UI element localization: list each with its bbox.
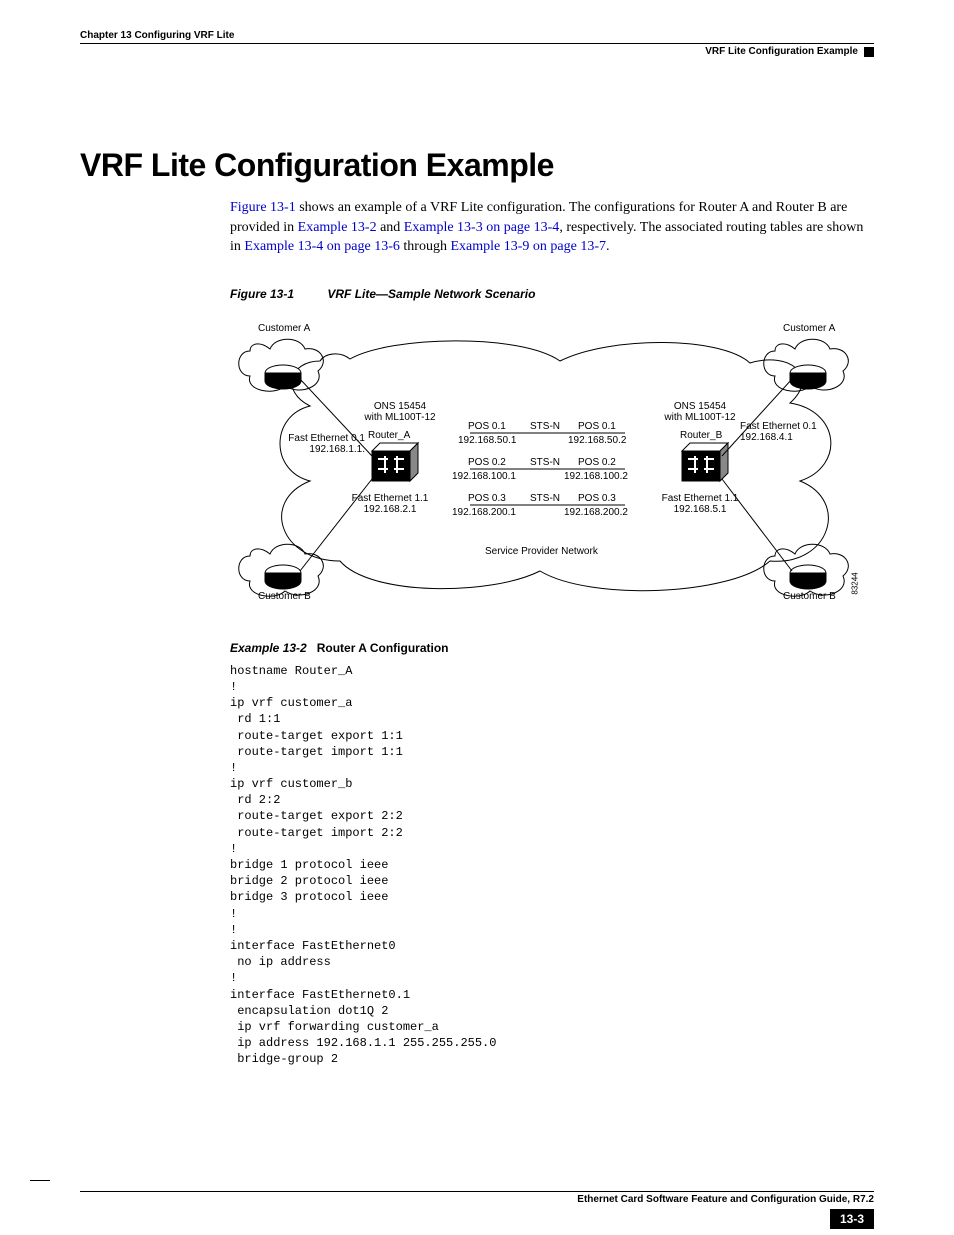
label-fe01-left-1: Fast Ethernet 0.1 (225, 433, 365, 444)
label-pos03-r: POS 0.3 (578, 493, 616, 504)
label-fe11-right-1: Fast Ethernet 1.1 (650, 493, 750, 504)
label-router-a: Router_A (368, 430, 410, 441)
label-ip02-r: 192.168.100.2 (564, 471, 628, 482)
label-pos02-r: POS 0.2 (578, 457, 616, 468)
label-fe11-left-1: Fast Ethernet 1.1 (340, 493, 440, 504)
code-block: hostname Router_A ! ip vrf customer_a rd… (230, 663, 874, 1068)
label-ip02-l: 192.168.100.1 (452, 471, 516, 482)
link-figure-13-1[interactable]: Figure 13-1 (230, 200, 296, 215)
label-figid: 83244 (851, 572, 860, 594)
label-stsn1: STS-N (530, 421, 560, 432)
footer: Ethernet Card Software Feature and Confi… (80, 1191, 874, 1205)
label-ons-right-1: ONS 15454 (655, 401, 745, 412)
label-ons-left-2: with ML100T-12 (355, 412, 445, 423)
label-fe11-right-2: 192.168.5.1 (650, 504, 750, 515)
intro-paragraph: Figure 13-1 shows an example of a VRF Li… (230, 198, 874, 257)
link-example-13-9[interactable]: Example 13-9 on page 13-7 (450, 239, 606, 254)
header-section: VRF Lite Configuration Example (705, 46, 858, 57)
intro-t2: and (377, 220, 404, 235)
label-stsn3: STS-N (530, 493, 560, 504)
label-customer-b-left: Customer B (258, 591, 311, 602)
label-pos01-l: POS 0.1 (468, 421, 506, 432)
side-tick-icon (30, 1180, 50, 1181)
intro-t4: through (400, 239, 451, 254)
label-fe01-left-2: 192.168.1.1. (225, 444, 365, 455)
page-title: VRF Lite Configuration Example (80, 147, 874, 184)
label-stsn2: STS-N (530, 457, 560, 468)
label-fe01-right-2: 192.168.4.1 (740, 432, 860, 443)
header-marker-icon (864, 47, 874, 57)
link-example-13-2[interactable]: Example 13-2 (298, 220, 377, 235)
intro-t5: . (606, 239, 610, 254)
label-customer-a-right: Customer A (783, 323, 835, 334)
label-fe11-left-2: 192.168.2.1 (340, 504, 440, 515)
link-example-13-4[interactable]: Example 13-4 on page 13-6 (244, 239, 400, 254)
example-number: Example 13-2 (230, 641, 307, 655)
figure-title: VRF Lite—Sample Network Scenario (327, 287, 535, 301)
header-rule: VRF Lite Configuration Example (80, 43, 874, 57)
header-chapter: Chapter 13 Configuring VRF Lite (80, 30, 874, 41)
example-title: Router A Configuration (317, 641, 449, 655)
example-caption: Example 13-2 Router A Configuration (230, 641, 874, 655)
label-customer-a-left: Customer A (258, 323, 310, 334)
figure-number: Figure 13-1 (230, 287, 294, 301)
page-number-badge: 13-3 (830, 1209, 874, 1229)
label-pos03-l: POS 0.3 (468, 493, 506, 504)
label-ip01-r: 192.168.50.2 (568, 435, 626, 446)
label-spn: Service Provider Network (485, 546, 598, 557)
label-ip01-l: 192.168.50.1 (458, 435, 516, 446)
label-router-b: Router_B (680, 430, 722, 441)
label-customer-b-right: Customer B (783, 591, 836, 602)
network-diagram: Customer A Customer A Customer B Custome… (230, 321, 870, 611)
label-pos02-l: POS 0.2 (468, 457, 506, 468)
label-pos01-r: POS 0.1 (578, 421, 616, 432)
label-fe01-right-1: Fast Ethernet 0.1 (740, 421, 860, 432)
figure-caption: Figure 13-1 VRF Lite—Sample Network Scen… (230, 287, 874, 301)
footer-guide: Ethernet Card Software Feature and Confi… (577, 1194, 874, 1205)
label-ip03-r: 192.168.200.2 (564, 507, 628, 518)
link-example-13-3[interactable]: Example 13-3 on page 13-4 (404, 220, 560, 235)
label-ip03-l: 192.168.200.1 (452, 507, 516, 518)
label-ons-right-2: with ML100T-12 (655, 412, 745, 423)
label-ons-left-1: ONS 15454 (355, 401, 445, 412)
